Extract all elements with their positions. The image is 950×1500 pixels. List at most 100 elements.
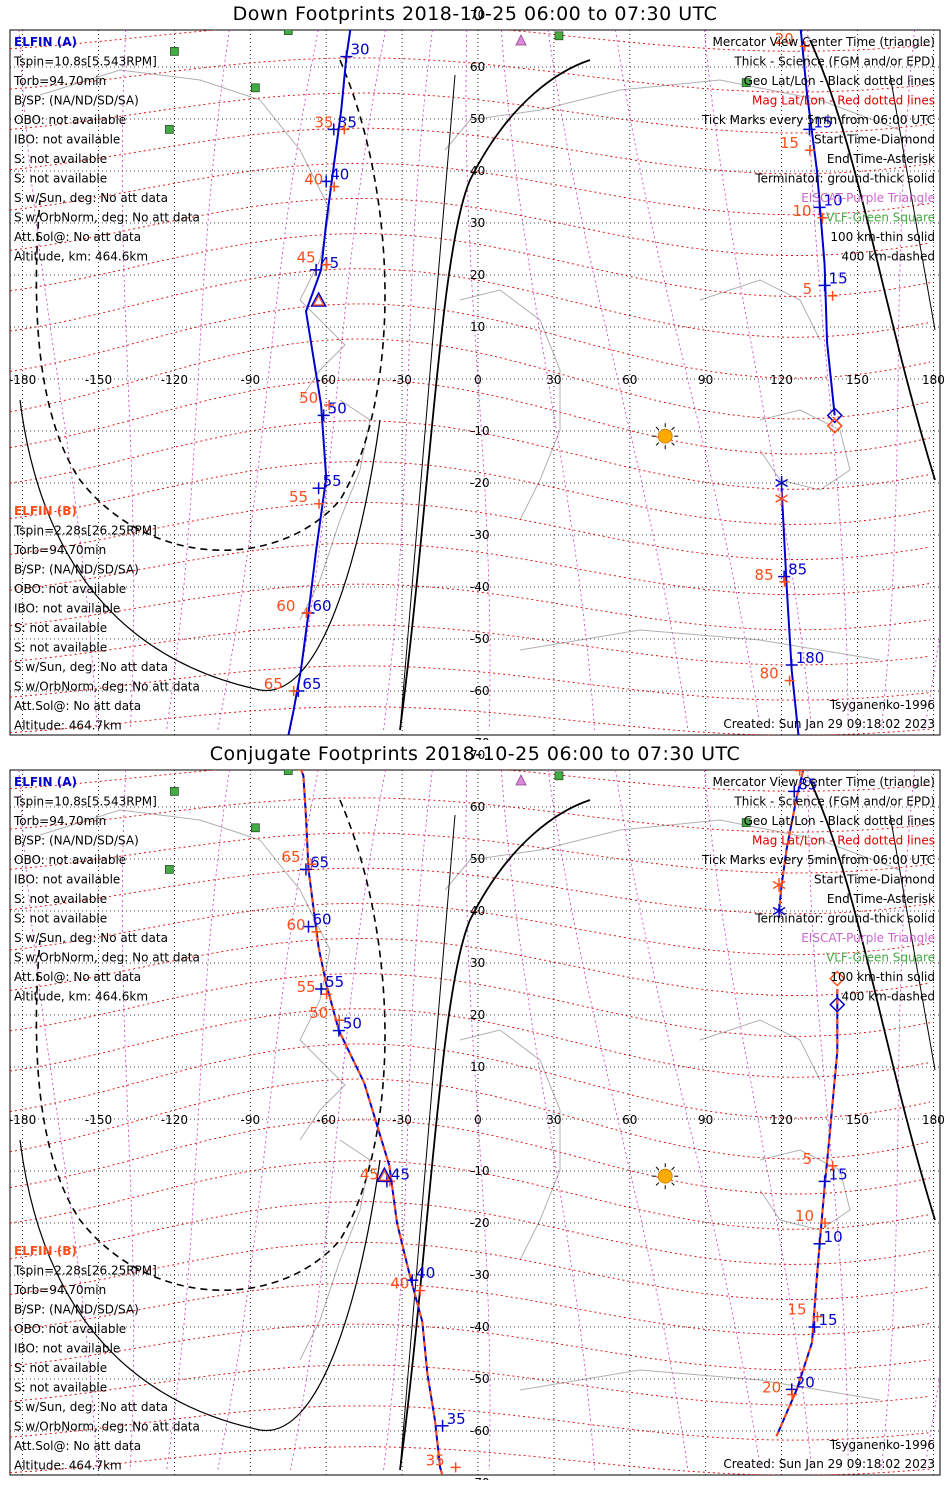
lon-tick-label: 120	[770, 1113, 793, 1127]
info-line: S: not available	[14, 912, 107, 926]
elfin-b-tick-label: 30	[324, 0, 343, 17]
mag-parallel	[10, 902, 931, 956]
info-line: S w/OrbNorm, deg: No att data	[14, 211, 200, 225]
sun-ray	[671, 442, 675, 446]
vlf-station-icon	[164, 125, 174, 134]
start-time-diamond-icon	[829, 970, 846, 987]
info-line: IBO: not available	[14, 873, 120, 887]
coastline	[519, 1369, 881, 1401]
terminator-100km	[19, 1139, 381, 1431]
mag-meridian	[383, 770, 433, 1471]
info-line: S w/OrbNorm, deg: No att data	[14, 951, 200, 965]
elfin-b-tick-label: 60	[276, 597, 295, 615]
info-line: Tspin=2.28s[26.25RPM]	[13, 524, 157, 538]
info-line: Att.Sol@: No att data	[14, 1439, 141, 1453]
lon-tick-label: 60	[622, 1113, 637, 1127]
mag-parallel	[10, 1364, 931, 1406]
info-line: Altitude, km: 464.6km	[14, 990, 148, 1004]
mag-meridian	[383, 30, 433, 731]
lon-tick-label: -60	[316, 1113, 336, 1127]
vlf-station-icon	[554, 31, 564, 41]
info-line: S w/Sun, deg: No att data	[14, 1400, 168, 1414]
elfin-b-tick-label: 85	[755, 566, 774, 584]
created-timestamp: Created: Sun Jan 29 09:18:02 2023	[723, 717, 935, 731]
legend-entry: Geo Lat/Lon - Black dotted lines	[744, 74, 935, 88]
coastline	[759, 409, 851, 491]
vlf-station-icon	[251, 83, 260, 93]
info-line: Torb=94.70min	[13, 74, 106, 88]
lon-tick-label: -150	[85, 373, 112, 387]
elfin-a-tick-label: 60	[312, 597, 331, 615]
coastline	[444, 79, 901, 151]
legend-entry: End Time-Asterisk	[827, 152, 935, 166]
elfin-b-tick-label: 50	[309, 1004, 328, 1022]
elfin-b-track	[775, 989, 839, 1437]
info-line: Torb=94.70min	[13, 543, 106, 557]
mag-parallel	[10, 973, 931, 1037]
terminator-ground	[809, 39, 936, 481]
legend-entry: Mercator View Center Time (triangle)	[713, 35, 935, 49]
legend-entry: Terminator: ground-thick solid	[754, 912, 935, 926]
elfin-a-tick-label: 15	[818, 1311, 837, 1329]
lat-tick-label: 10	[470, 1060, 485, 1074]
end-time-asterisk-icon	[775, 478, 788, 488]
mag-parallel	[10, 1160, 931, 1230]
vlf-station-icon	[550, 746, 558, 754]
elfin-a-tick-label: 35	[447, 1410, 466, 1428]
lon-tick-label: -180	[9, 373, 36, 387]
satellite-name: ELFIN (B)	[14, 1244, 77, 1258]
info-line: S: not available	[14, 621, 107, 635]
elfin-a-tick-label: 40	[330, 165, 349, 183]
legend-entry: Thick - Science (FGM and/or EPD)	[733, 795, 935, 809]
elfin-b-tick-label: 40	[390, 1275, 409, 1293]
mag-parallel	[10, 198, 931, 256]
vlf-station-icon	[283, 770, 293, 775]
elfin-a-tick-label: 10	[824, 191, 843, 209]
sun-ray	[671, 1182, 675, 1186]
terminator-100km	[19, 399, 381, 691]
lon-tick-label: 120	[770, 373, 793, 387]
satellite-name: ELFIN (B)	[14, 504, 77, 518]
elfin-b-tick-label: 20	[762, 1379, 781, 1397]
terminator-100km	[889, 74, 936, 331]
down-footprints-panel: Down Footprints 2018-10-25 06:00 to 07:3…	[0, 0, 950, 740]
elfin-b-tick-label: 80	[760, 665, 779, 683]
mag-parallel	[10, 379, 931, 455]
lat-tick-label: 40	[470, 164, 485, 178]
lon-tick-label: -30	[392, 373, 412, 387]
lat-tick-label: -20	[470, 1216, 490, 1230]
lat-tick-label: 40	[470, 904, 485, 918]
elfin-b-tick-label: 35	[314, 113, 333, 131]
start-time-diamond-icon	[826, 417, 843, 434]
mag-parallel	[10, 1119, 931, 1195]
lat-tick-label: 50	[470, 852, 485, 866]
legend-entry: EISCAT-Purple Triangle	[801, 191, 935, 205]
mag-parallel	[10, 461, 931, 525]
mag-parallel	[10, 1008, 931, 1078]
elfin-a-tick-label: 65	[302, 675, 321, 693]
info-line: OBO: not available	[14, 1322, 126, 1336]
mag-parallel	[10, 938, 931, 996]
lat-tick-label: 20	[470, 1008, 485, 1022]
info-line: Torb=94.70min	[13, 1283, 106, 1297]
info-line: Torb=94.70min	[13, 814, 106, 828]
lat-tick-label: 30	[470, 956, 485, 970]
lon-tick-label: -90	[240, 1113, 260, 1127]
vlf-station-icon	[741, 818, 751, 827]
lat-tick-label: 10	[470, 320, 485, 334]
info-line: Att.Sol@: No att data	[14, 699, 141, 713]
mag-meridian	[547, 30, 689, 731]
terminator-ground	[399, 59, 591, 731]
elfin-b-tick-label: 40	[304, 171, 323, 189]
mag-parallel	[10, 420, 931, 490]
info-line: IBO: not available	[14, 133, 120, 147]
info-line: S: not available	[14, 172, 107, 186]
coastline	[299, 399, 371, 621]
lon-tick-label: 30	[546, 373, 561, 387]
lat-tick-label: 20	[470, 268, 485, 282]
elfin-a-tick-label: 15	[829, 269, 848, 287]
created-timestamp: Created: Sun Jan 29 09:18:02 2023	[723, 1457, 935, 1471]
elfin-b-tick-label: 5	[803, 1150, 813, 1168]
elfin-a-tick-label: 30	[350, 41, 369, 59]
info-line: B/SP: (NA/ND/SD/SA)	[14, 1303, 139, 1317]
